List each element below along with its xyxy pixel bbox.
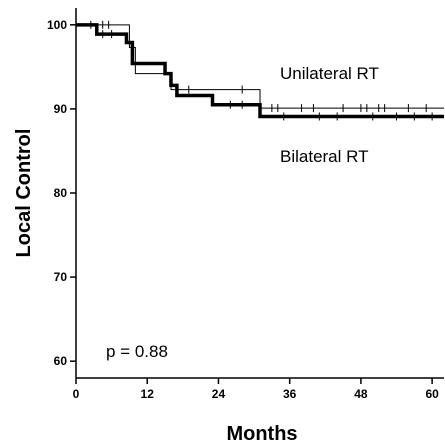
- x-tick-label-0: 0: [73, 387, 80, 401]
- y-tick-label-60: 60: [54, 354, 68, 368]
- y-axis-title: Local Control: [13, 129, 35, 258]
- y-tick-label-100: 100: [47, 18, 67, 32]
- bilateral-label: Bilateral RT: [280, 147, 369, 166]
- y-tick-label-70: 70: [54, 270, 68, 284]
- series-layer: [76, 20, 444, 121]
- x-tick-label-60: 60: [425, 387, 439, 401]
- x-tick-label-48: 48: [354, 387, 368, 401]
- x-tick-label-24: 24: [212, 387, 226, 401]
- bilateral-rt-curve: [76, 23, 444, 119]
- y-tick-label-80: 80: [54, 186, 68, 200]
- x-axis-title: Months: [226, 423, 297, 445]
- unilateral-label: Unilateral RT: [280, 64, 379, 83]
- p-value-label: p = 0.88: [106, 342, 168, 361]
- unilateral-rt-curve: [76, 24, 444, 109]
- axes: 60 70 80 90 100 0 12 24 36 48 60: [47, 8, 444, 401]
- x-tick-label-36: 36: [283, 387, 297, 401]
- x-tick-label-12: 12: [141, 387, 155, 401]
- y-tick-label-90: 90: [54, 102, 68, 116]
